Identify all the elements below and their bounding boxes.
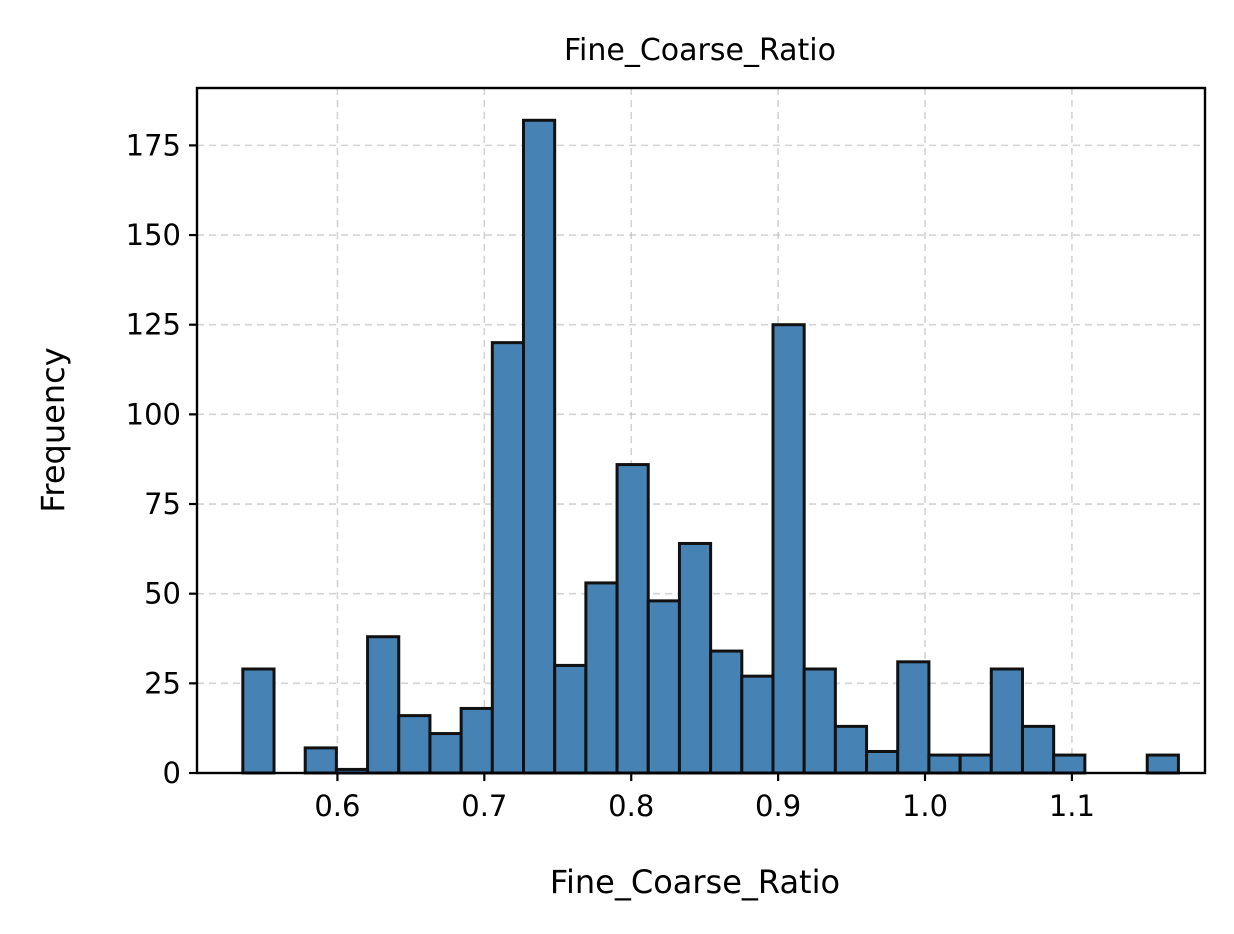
histogram-bar bbox=[366, 635, 401, 775]
x-tick-label: 0.8 bbox=[608, 789, 654, 823]
y-tick-label: 25 bbox=[144, 666, 181, 700]
histogram-bar bbox=[553, 663, 588, 775]
y-tick-label: 100 bbox=[126, 397, 181, 431]
histogram-bar bbox=[1052, 753, 1087, 775]
histogram-bar bbox=[989, 667, 1024, 775]
histogram-bar bbox=[522, 118, 557, 775]
y-axis-ticks: 0 25 50 75 100 125 150 175 bbox=[126, 128, 197, 790]
histogram-bar bbox=[865, 749, 900, 775]
grid-layer bbox=[197, 88, 1205, 774]
histogram-bar bbox=[303, 746, 338, 775]
histogram-bar bbox=[677, 541, 713, 775]
x-tick-label: 0.9 bbox=[755, 789, 801, 823]
histogram-bar bbox=[584, 581, 619, 775]
x-axis-ticks: 0.6 0.7 0.8 0.9 1.0 1.1 bbox=[314, 773, 1095, 823]
histogram-bar bbox=[958, 753, 993, 775]
y-tick-label: 50 bbox=[144, 577, 181, 611]
x-tick-label: 1.0 bbox=[902, 789, 948, 823]
chart-title: Fine_Coarse_Ratio bbox=[564, 33, 836, 68]
histogram-bar bbox=[927, 753, 962, 775]
x-tick-label: 0.7 bbox=[461, 789, 507, 823]
histogram-bar bbox=[802, 667, 837, 775]
histogram-bar bbox=[771, 323, 806, 775]
histogram-bar bbox=[428, 732, 463, 775]
y-tick-label: 175 bbox=[126, 128, 181, 162]
y-tick-label: 75 bbox=[144, 487, 181, 521]
histogram-bar bbox=[459, 706, 494, 775]
histogram-bar bbox=[1145, 753, 1180, 775]
y-tick-label: 150 bbox=[126, 218, 181, 252]
histogram-bar bbox=[896, 660, 931, 775]
histogram-bar bbox=[1020, 724, 1056, 775]
y-tick-label: 125 bbox=[126, 308, 181, 342]
bars-layer bbox=[241, 118, 1180, 775]
x-axis-label: Fine_Coarse_Ratio bbox=[550, 863, 840, 901]
x-tick-label: 1.1 bbox=[1049, 789, 1095, 823]
histogram-bar bbox=[646, 599, 681, 775]
histogram-bar bbox=[397, 714, 432, 775]
histogram-bar bbox=[615, 463, 650, 775]
histogram-bar bbox=[740, 674, 775, 775]
histogram-bar bbox=[490, 341, 526, 775]
y-axis-label: Frequency bbox=[34, 347, 72, 512]
plot-frame bbox=[195, 86, 1207, 775]
histogram-bar bbox=[833, 724, 869, 775]
y-tick-label: 0 bbox=[163, 756, 181, 790]
x-tick-label: 0.6 bbox=[314, 789, 360, 823]
histogram-bar bbox=[709, 649, 744, 775]
histogram-bar bbox=[241, 667, 276, 775]
